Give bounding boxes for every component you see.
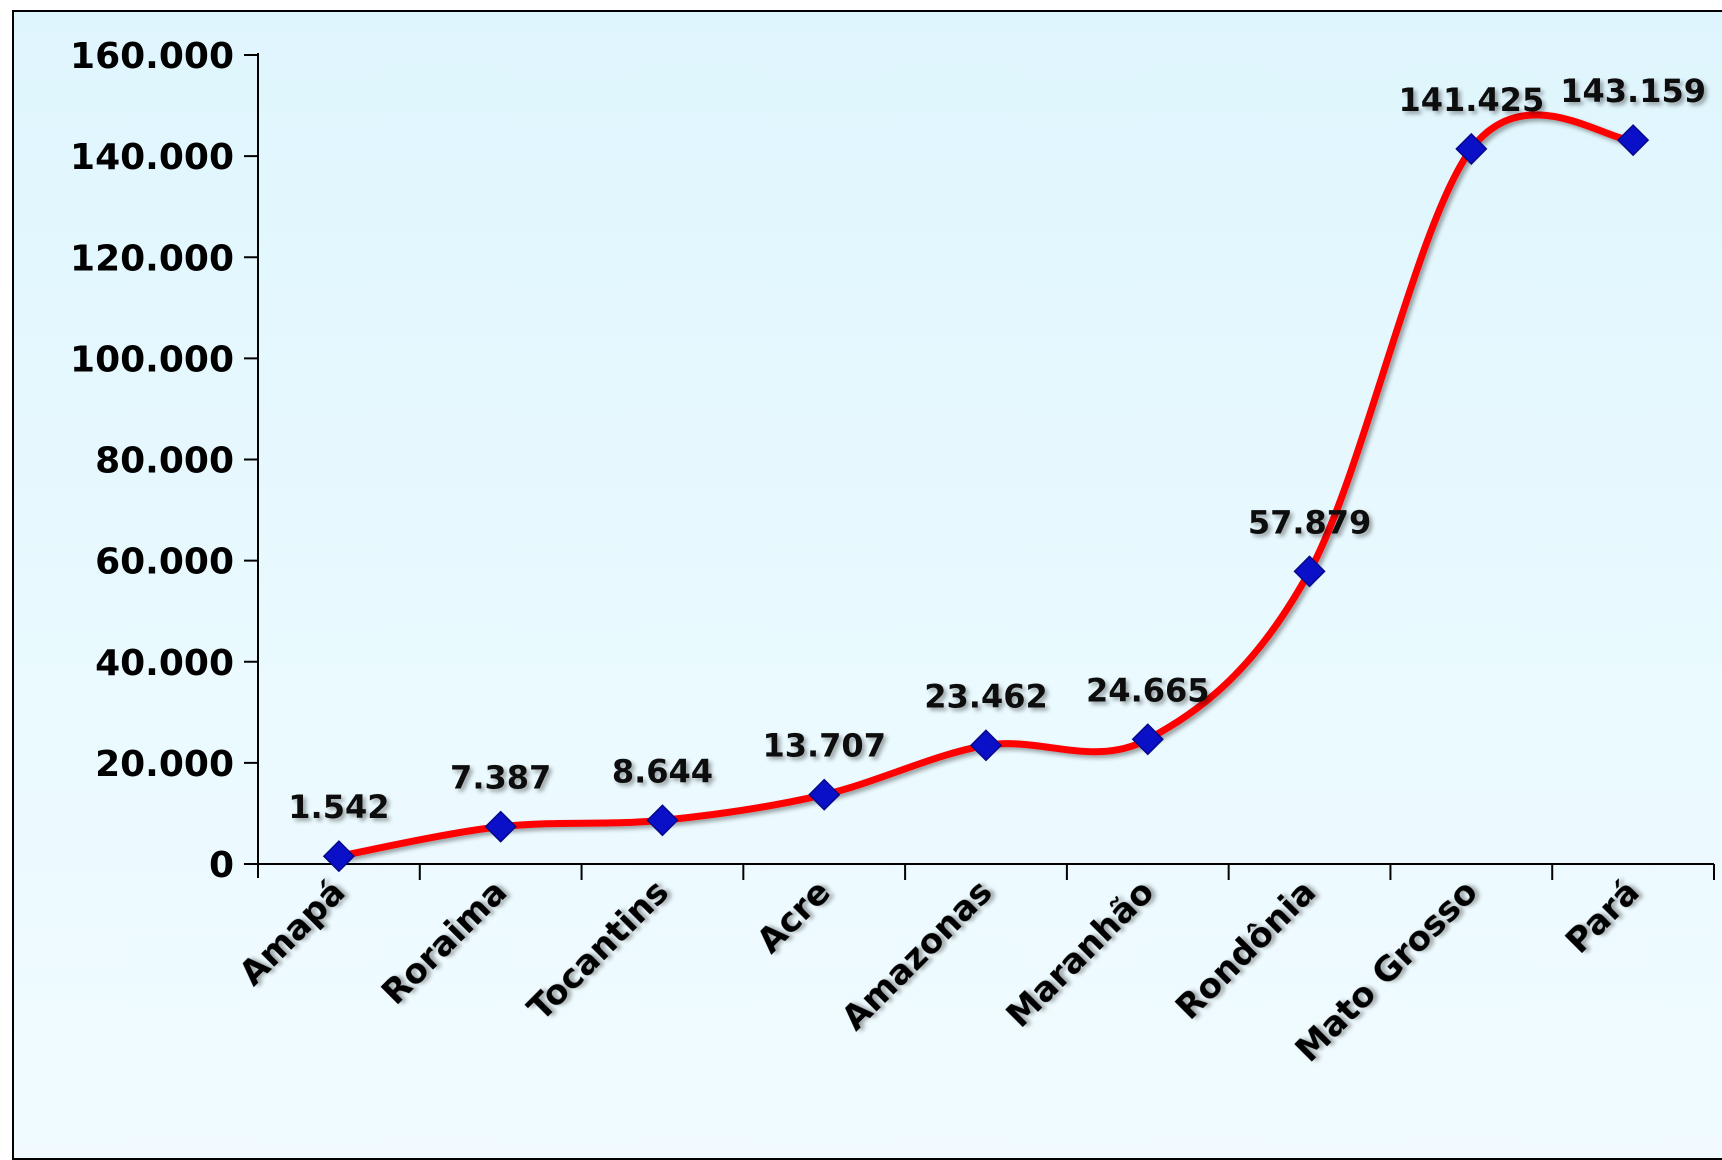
- x-tick-label: Pará: [1558, 872, 1648, 962]
- data-point-marker: [646, 804, 679, 837]
- data-label: 57.879: [1248, 503, 1371, 541]
- x-tick-label: Acre: [749, 872, 838, 961]
- y-tick-label: 140.000: [70, 137, 234, 178]
- data-point-marker: [1455, 132, 1488, 165]
- x-tick-label: Maranhão: [999, 872, 1162, 1035]
- data-point-marker: [1131, 723, 1164, 756]
- y-tick-label: 20.000: [95, 744, 234, 785]
- chart-frame: [12, 10, 1722, 1160]
- y-tick-label: 160.000: [70, 36, 234, 77]
- y-tick-label: 100.000: [70, 339, 234, 380]
- data-label: 141.425: [1398, 81, 1544, 119]
- y-tick-label: 80.000: [95, 441, 234, 482]
- axes: [244, 53, 1714, 878]
- y-tick-label: 60.000: [95, 542, 234, 583]
- x-tick-label: Amazonas: [834, 872, 1000, 1038]
- data-label: 23.462: [924, 677, 1047, 715]
- data-label: 8.644: [612, 752, 713, 790]
- data-label: 143.159: [1560, 72, 1706, 110]
- y-tick-label: 120.000: [70, 238, 234, 279]
- data-point-marker: [969, 729, 1003, 762]
- y-axis-ticks: 0 20.000 40.000 60.000 80.000 100.000 120.000 1…: [70, 36, 258, 886]
- data-label: 24.665: [1086, 671, 1209, 709]
- series-line-path: [335, 111, 1637, 860]
- data-point-marker: [1293, 555, 1326, 588]
- data-point-marker: [484, 810, 517, 843]
- data-point-marker: [1617, 124, 1650, 157]
- x-tick-label: Tocantins: [520, 872, 677, 1029]
- series-line: [335, 111, 1637, 860]
- data-label: 13.707: [762, 727, 885, 765]
- data-label: 1.542: [288, 788, 389, 826]
- y-tick-label: 0: [209, 845, 234, 886]
- series-markers: [322, 124, 1650, 873]
- x-tick-label: Roraima: [374, 872, 515, 1013]
- data-label: 7.387: [450, 759, 551, 797]
- data-point-marker: [808, 778, 841, 811]
- x-axis-ticks: Amapá Roraima Tocantins AcreAmazonasMaranhã…: [232, 864, 1715, 1070]
- data-point-marker: [322, 840, 355, 873]
- x-tick-label: Amapá: [232, 872, 354, 994]
- y-tick-label: 40.000: [95, 643, 234, 684]
- data-labels: 1.542 7.387 8.644 13.707 23.462 24.665 57.879 1…: [288, 72, 1706, 826]
- x-tick-label: Rondônia: [1168, 872, 1324, 1028]
